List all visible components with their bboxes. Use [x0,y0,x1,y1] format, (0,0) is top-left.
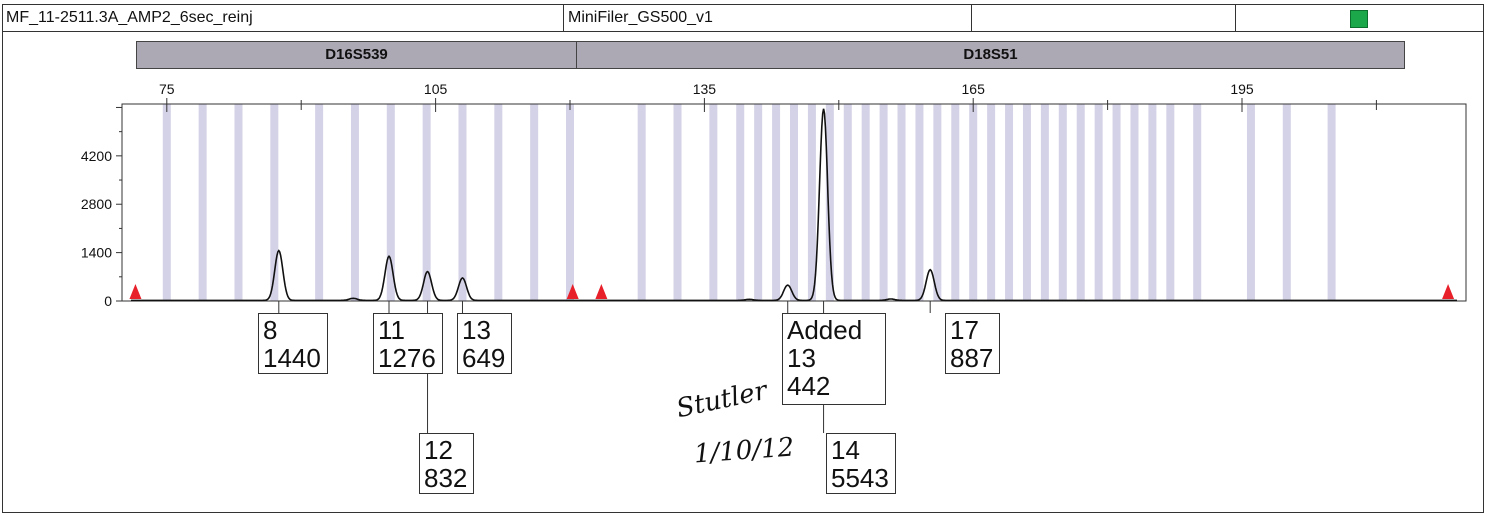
x-tick-label: 195 [1230,81,1254,97]
allele-bin [386,104,395,301]
peak-height: 832 [424,463,468,493]
allele-bin [772,104,781,301]
status-indicator [1350,10,1368,28]
peak-label-box[interactable]: 17 887 [945,313,1001,374]
marker-label: D18S51 [963,46,1018,63]
peak-label-box[interactable]: Added 13 442 [782,313,886,405]
panel-name: MiniFiler_GS500_v1 [564,4,972,31]
allele-bin [754,104,763,301]
peak-label-box[interactable]: 13 649 [457,313,513,374]
peak-height: 442 [787,371,831,401]
y-tick-label: 4200 [81,148,112,164]
allele-bin [897,104,906,301]
x-tick-label: 165 [962,81,986,97]
allele-bin [458,104,467,301]
allele-bin [1094,104,1103,301]
allele-bin [1130,104,1139,301]
allele-bin [1022,104,1031,301]
allele-bin [1327,104,1336,301]
off-scale-marker [566,284,579,299]
y-tick-label: 0 [104,293,112,309]
allele-bin [951,104,960,301]
peak-label-box[interactable]: 8 1440 [258,313,328,374]
allele-bin [933,104,942,301]
allele-bin [1040,104,1049,301]
plot-frame [121,103,1467,302]
allele-bin [1282,104,1291,301]
allele-bin [807,104,816,301]
allele-bin [1005,104,1014,301]
allele-bin [1166,104,1175,301]
allele-bin [861,104,870,301]
y-tick-label: 2800 [81,196,112,212]
allele-bin [969,104,978,301]
allele-bin [270,104,279,301]
trace-line [131,108,1457,302]
x-tick-label: 135 [693,81,717,97]
allele-bin [736,104,745,301]
y-tick-label: 1400 [81,245,112,261]
allele-bin [1193,104,1202,301]
allele-bin [530,104,539,301]
allele-bin [825,104,834,301]
peak-label-box[interactable]: 12 832 [419,433,475,494]
allele-call: 13 [462,315,491,345]
off-scale-marker [1442,284,1455,299]
peak-height: 887 [950,343,994,373]
allele-bin [350,104,359,301]
allele-bin [915,104,924,301]
allele-call-struck: 13 [787,343,816,373]
off-scale-marker [595,284,608,299]
peak-height: 1440 [263,343,321,373]
allele-bin [843,104,852,301]
allele-bin [198,104,207,301]
peak-label-box[interactable]: 11 1276 [373,313,443,374]
allele-bin [1148,104,1157,301]
allele-bin [673,104,682,301]
allele-call: 17 [950,315,979,345]
allele-bin [1246,104,1255,301]
allele-call: 12 [424,435,453,465]
marker-d18s51[interactable]: D18S51 [576,41,1405,69]
allele-bin [709,104,718,301]
allele-bin [234,104,243,301]
marker-label: D16S539 [325,46,388,63]
x-tick-label: 105 [424,81,448,97]
peak-label-box[interactable]: 14 5543 [826,433,896,494]
allele-call: 14 [831,435,860,465]
x-tick-label: 75 [159,81,175,97]
allele-bin [315,104,324,301]
peak-height: 649 [462,343,506,373]
allele-bin [987,104,996,301]
allele-bin [1058,104,1067,301]
off-scale-marker [129,284,142,299]
allele-bin [162,104,171,301]
sample-name: MF_11-2511.3A_AMP2_6sec_reinj [2,4,564,31]
edit-note: Added [787,315,863,345]
allele-bin [637,104,646,301]
allele-bin [422,104,431,301]
allele-bin [1112,104,1121,301]
allele-bin [566,104,574,301]
allele-bin [494,104,503,301]
peak-height: 5543 [831,463,889,493]
allele-bin [790,104,798,301]
allele-bin [1076,104,1085,301]
header-cell-3 [972,4,1236,31]
electropherogram-frame [2,4,1484,513]
allele-call: 8 [263,315,278,345]
header-bar: MF_11-2511.3A_AMP2_6sec_reinj MiniFiler_… [2,4,1484,32]
allele-call: 11 [378,315,405,345]
allele-bin [879,104,888,301]
peak-height: 1276 [378,343,436,373]
